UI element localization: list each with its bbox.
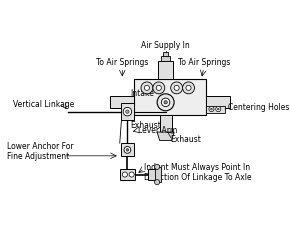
Bar	[134, 79, 206, 115]
Text: Exhaust: Exhaust	[130, 121, 161, 130]
Text: Centering Holes: Centering Holes	[228, 103, 289, 112]
Polygon shape	[157, 132, 174, 141]
Circle shape	[183, 82, 195, 94]
Circle shape	[216, 106, 221, 112]
Text: Air Supply In: Air Supply In	[141, 41, 190, 50]
Text: To Air Springs: To Air Springs	[96, 58, 148, 67]
Circle shape	[155, 164, 160, 169]
Circle shape	[218, 108, 219, 110]
Bar	[161, 56, 170, 61]
Text: Exhaust: Exhaust	[170, 135, 201, 144]
Bar	[122, 103, 134, 120]
Text: Indent Must Always Point In
Direction Of Linkage To Axle: Indent Must Always Point In Direction Of…	[144, 163, 252, 182]
Circle shape	[209, 106, 214, 112]
Circle shape	[126, 149, 129, 151]
Circle shape	[129, 172, 134, 177]
Circle shape	[126, 110, 129, 113]
Circle shape	[153, 82, 165, 94]
Circle shape	[211, 108, 212, 110]
Circle shape	[124, 146, 131, 153]
Bar	[163, 52, 168, 56]
Bar	[155, 167, 160, 182]
Text: Lever Arm: Lever Arm	[137, 126, 177, 135]
Circle shape	[157, 94, 174, 111]
Bar	[120, 169, 135, 180]
Circle shape	[186, 85, 191, 91]
Text: Intake: Intake	[130, 89, 154, 98]
Circle shape	[156, 85, 161, 91]
Circle shape	[171, 82, 183, 94]
Bar	[206, 106, 225, 113]
Text: Vertical Linkage: Vertical Linkage	[13, 100, 74, 109]
Circle shape	[122, 172, 127, 177]
Circle shape	[161, 98, 170, 106]
Circle shape	[123, 107, 132, 116]
Bar	[110, 96, 134, 108]
Bar	[158, 61, 173, 79]
Circle shape	[144, 85, 149, 91]
Circle shape	[174, 85, 179, 91]
Circle shape	[164, 101, 167, 104]
Circle shape	[155, 180, 160, 185]
Circle shape	[141, 82, 153, 94]
Text: Lower Anchor For
Fine Adjustment: Lower Anchor For Fine Adjustment	[7, 142, 73, 161]
Bar	[160, 115, 172, 132]
Bar	[206, 96, 230, 108]
Bar	[121, 143, 134, 156]
Bar	[148, 169, 158, 180]
Text: To Air Springs: To Air Springs	[178, 58, 230, 67]
Bar	[162, 132, 169, 136]
